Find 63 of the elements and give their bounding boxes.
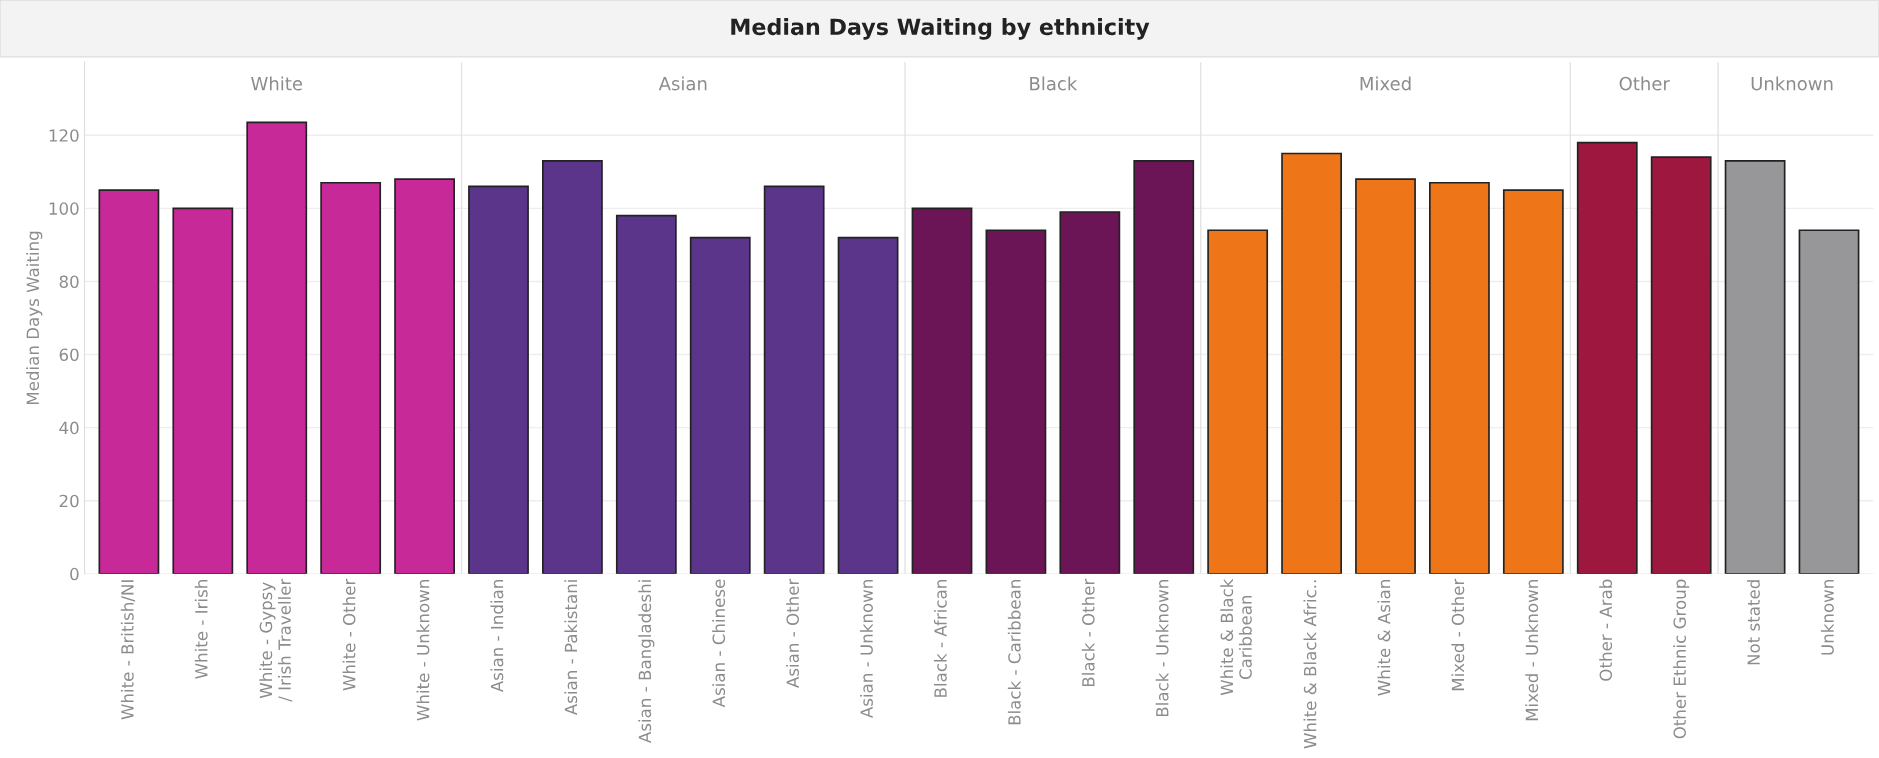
x-tick-label: Other Ethnic Group [1673,579,1690,739]
annotation: Black [1030,76,1078,91]
bar [837,236,899,574]
chart-title: Median Days Waiting by ethnicity [731,17,1150,40]
y-tick-label: 0 [70,567,79,581]
annotation: White [251,76,303,91]
bar [1429,181,1490,574]
annotation: Unknown [1751,76,1833,91]
x-tick-label: White - Other [342,578,356,691]
x-tick-label: White & Black Afric.. [1303,580,1317,749]
x-tick-label: White - Irish [194,580,208,679]
y-tick-label: 100 [49,202,79,215]
x-tick-label: Asian - Chinese [712,579,726,708]
x-tick-label: White & Asian [1377,580,1391,696]
bar [320,181,382,574]
bar [911,207,973,574]
bar [763,185,825,574]
bar [98,189,160,574]
bar [689,236,751,574]
x-tick-label: Unknown [1820,580,1834,655]
x-tick-label: Black - Caribbean [1007,580,1021,725]
bar [1133,159,1195,574]
x-tick-label: Not stated [1747,580,1760,665]
bar [1724,159,1786,574]
bar [985,229,1047,574]
bar [1650,156,1712,574]
annotation: Mixed [1360,76,1411,91]
bar [468,185,529,574]
x-tick-label: Mixed - Other [1451,578,1465,691]
x-tick-label: Asian - Indian [490,580,504,693]
bar [1059,211,1121,574]
x-tick-label: Black - African [933,580,947,697]
x-tick-label: Asian - Other [786,578,799,688]
y-tick-label: 20 [59,494,79,508]
bar [1502,189,1564,574]
x-tick-label: Other - Arab [1599,579,1613,681]
x-tick-label: Black - Other [1081,578,1095,687]
x-tick-label: White & Black Caribbean [1220,578,1252,696]
bar [1207,229,1269,574]
bar [1576,141,1638,574]
x-tick-label: Asian - Pakistani [564,580,578,716]
annotation: Asian [658,76,707,91]
x-tick-label: Black - Unknown [1155,580,1169,717]
x-tick-label: White - British/NI [120,580,136,720]
x-tick-label: Asian - Unknown [860,580,873,718]
x-tick-label: White - Unknown [416,580,430,721]
y-axis-title: Median Days Waiting [26,231,43,405]
bar [1281,152,1342,574]
bar [394,178,455,574]
bar [172,207,234,574]
bar [1355,178,1416,574]
bar [542,159,603,574]
bar [246,121,308,574]
bar [1798,229,1860,574]
y-tick-label: 80 [59,275,79,288]
x-tick-label: White - Gypsy / Irish Traveller [259,578,293,702]
y-tick-label: 120 [49,129,79,142]
x-tick-label: Asian - Bangladeshi [638,580,655,743]
y-tick-label: 40 [59,421,79,435]
y-tick-label: 60 [59,348,79,362]
annotation: Other [1619,76,1670,91]
x-tick-label: Mixed - Unknown [1525,580,1539,721]
bar [615,214,677,574]
